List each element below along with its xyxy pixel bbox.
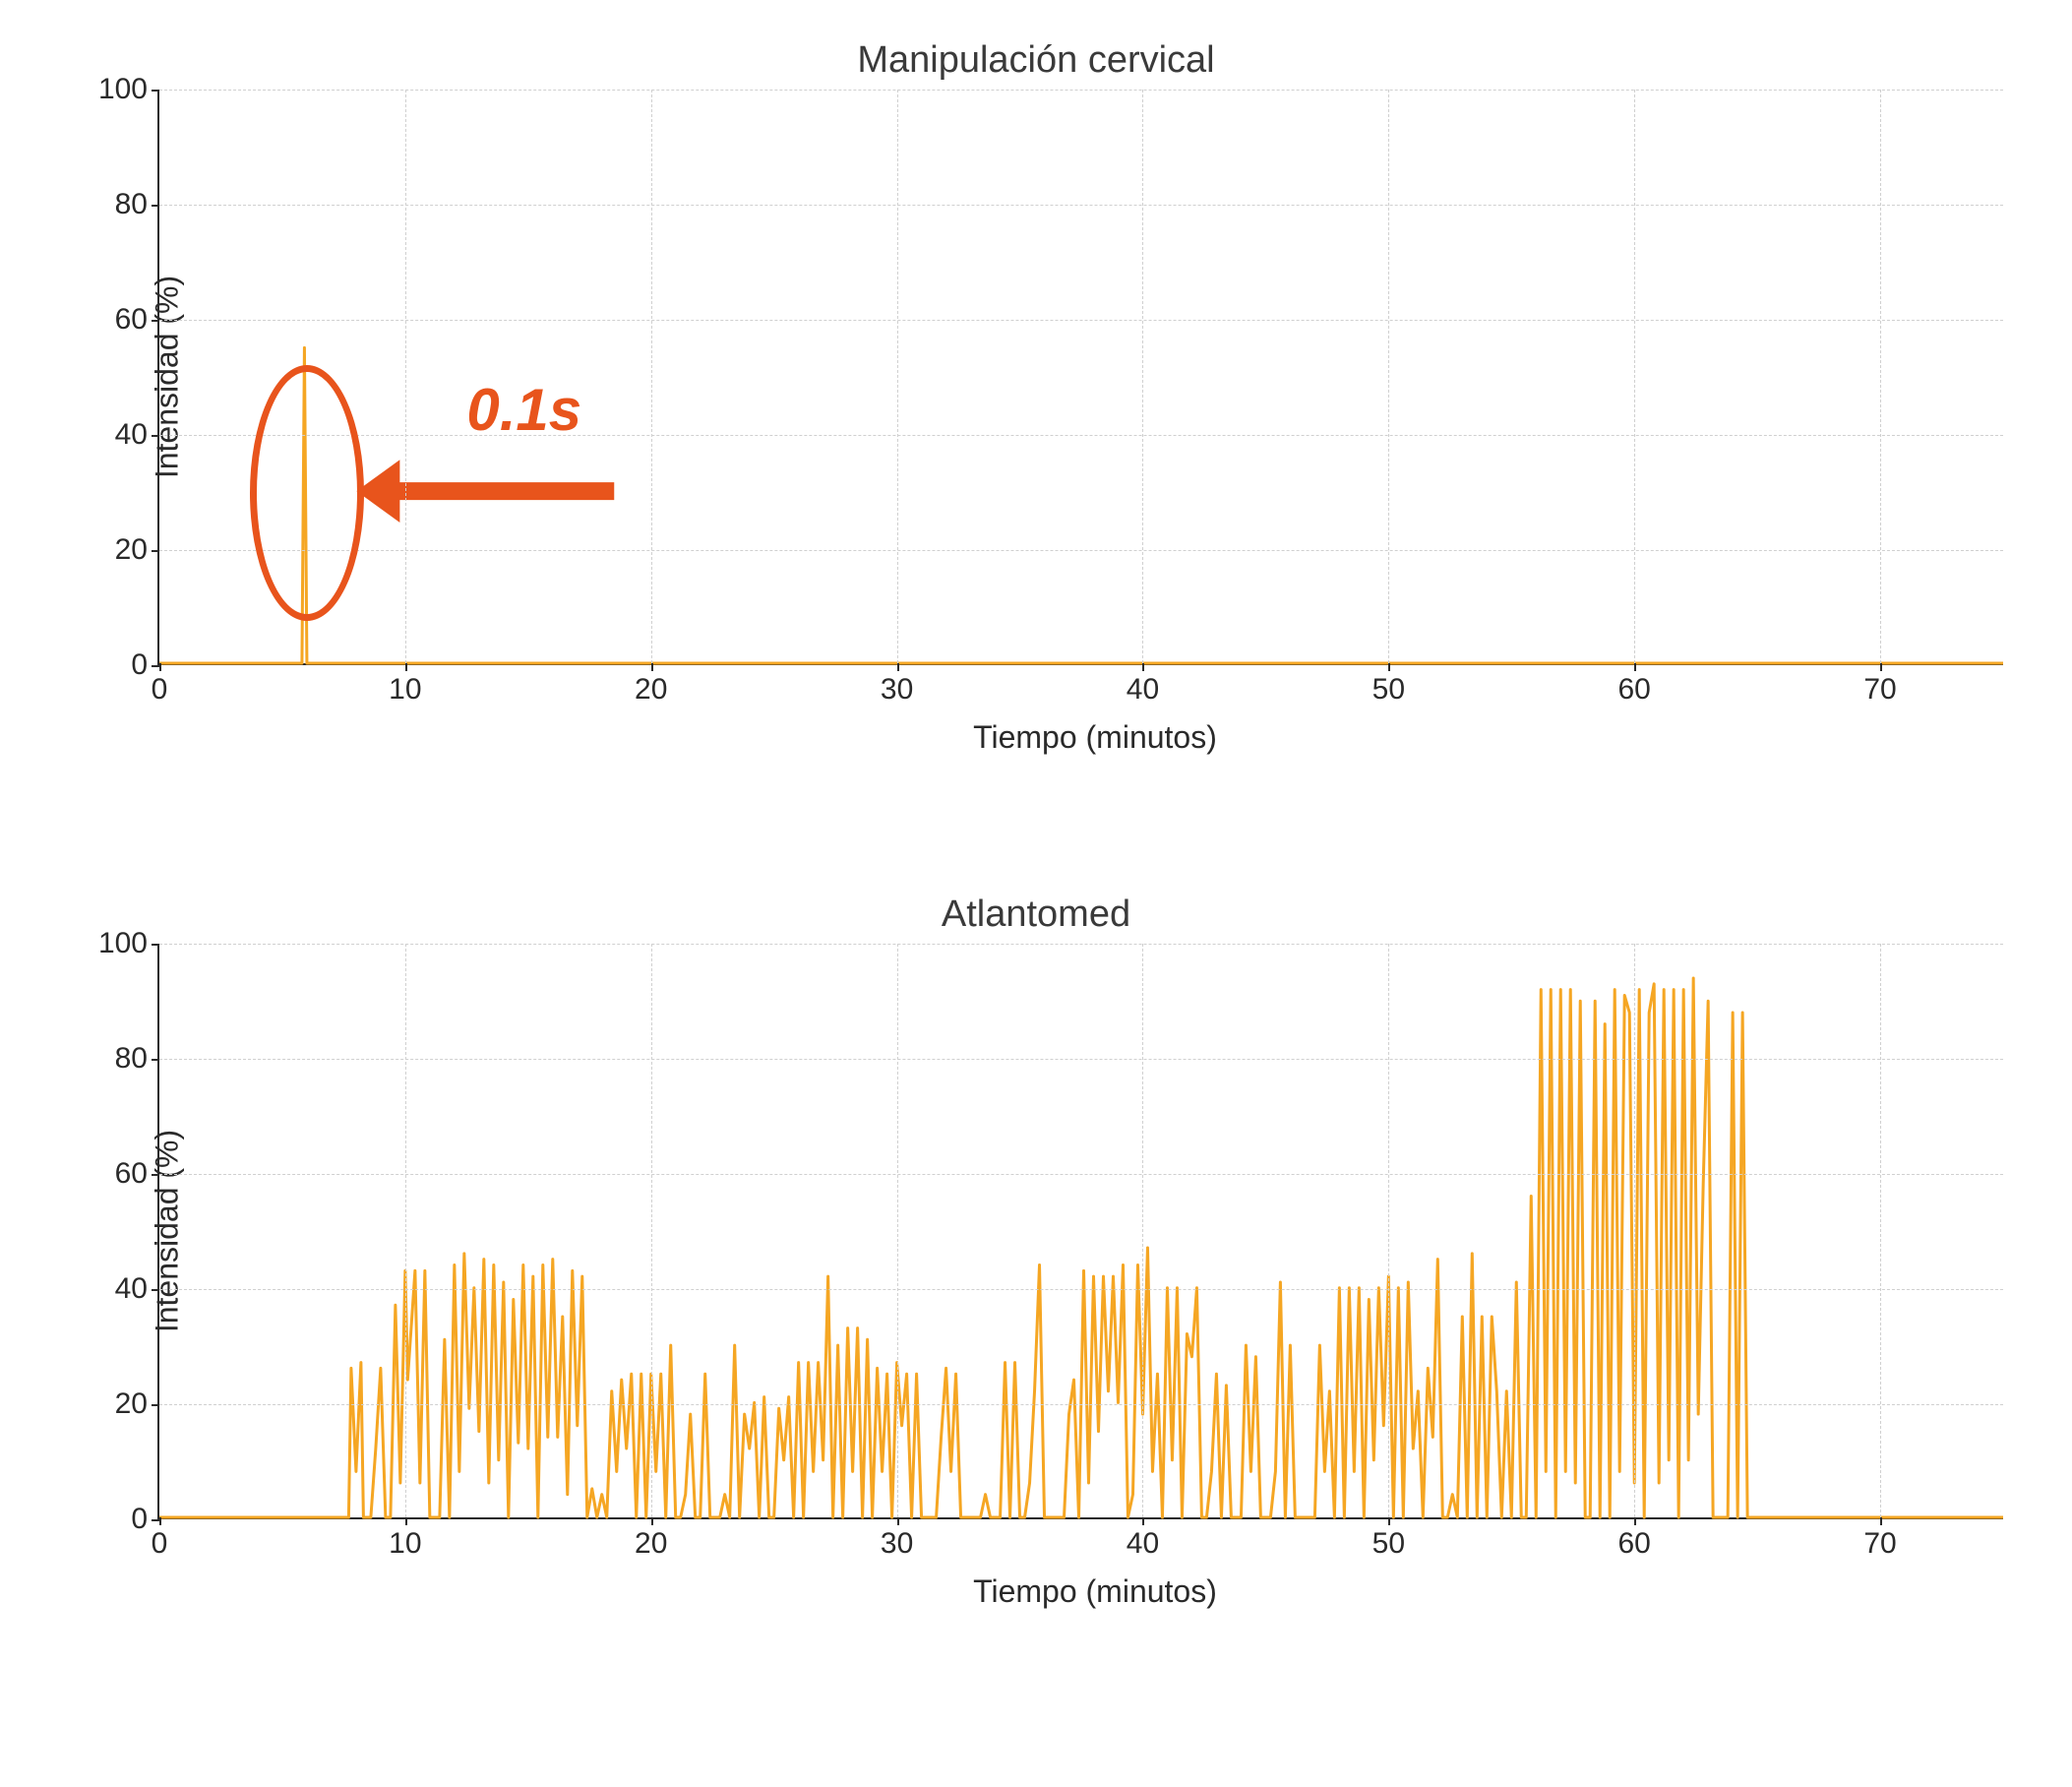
y-tick-label: 40	[115, 418, 159, 452]
grid-line-v	[1388, 90, 1389, 663]
y-tick-label: 40	[115, 1272, 159, 1306]
grid-line-v	[1634, 90, 1635, 663]
grid-line-v	[1880, 944, 1881, 1517]
y-tick-label: 20	[115, 1387, 159, 1421]
chart-top-svg	[159, 90, 2003, 663]
grid-line-v	[1388, 944, 1389, 1517]
chart-bottom-plot-area: Intensidad (%) 0204060801000102030405060…	[157, 944, 2003, 1519]
x-tick-label: 60	[1618, 663, 1651, 707]
grid-line-h	[159, 1174, 2003, 1175]
grid-line-h	[159, 435, 2003, 436]
grid-line-v	[405, 90, 406, 663]
chart-bottom-svg	[159, 944, 2003, 1517]
x-tick-label: 0	[152, 663, 168, 707]
grid-line-h	[159, 1059, 2003, 1060]
chart-top-title: Manipulación cervical	[39, 39, 2033, 82]
annotation-arrow-head	[356, 460, 399, 523]
grid-line-v	[651, 90, 652, 663]
y-tick-label: 60	[115, 1157, 159, 1191]
y-tick-label: 60	[115, 303, 159, 337]
y-tick-label: 100	[98, 73, 159, 106]
annotation-text: 0.1s	[466, 376, 581, 444]
grid-line-h	[159, 944, 2003, 945]
grid-line-v	[651, 944, 652, 1517]
chart-top-xlabel: Tiempo (minutos)	[157, 719, 2033, 756]
grid-line-h	[159, 90, 2003, 91]
x-tick-label: 70	[1863, 663, 1896, 707]
x-tick-label: 50	[1372, 663, 1405, 707]
chart-top-panel: Manipulación cervical Intensidad (%) 020…	[39, 39, 2033, 756]
chart-bottom-panel: Atlantomed Intensidad (%) 02040608010001…	[39, 894, 2033, 1610]
grid-line-v	[405, 944, 406, 1517]
grid-line-h	[159, 550, 2003, 551]
grid-line-v	[1142, 90, 1143, 663]
grid-line-h	[159, 1404, 2003, 1405]
x-tick-label: 0	[152, 1517, 168, 1561]
chart-bottom-xlabel: Tiempo (minutos)	[157, 1573, 2033, 1610]
x-tick-label: 40	[1127, 1517, 1159, 1561]
grid-line-h	[159, 1289, 2003, 1290]
charts-container: Manipulación cervical Intensidad (%) 020…	[39, 39, 2033, 1610]
x-tick-label: 30	[881, 663, 913, 707]
x-tick-label: 20	[635, 1517, 667, 1561]
grid-line-v	[1880, 90, 1881, 663]
y-tick-label: 80	[115, 188, 159, 221]
y-tick-label: 20	[115, 533, 159, 567]
x-tick-label: 20	[635, 663, 667, 707]
grid-line-h	[159, 205, 2003, 206]
x-tick-label: 60	[1618, 1517, 1651, 1561]
grid-line-v	[897, 944, 898, 1517]
chart-top-plot-area: Intensidad (%) 0204060801000102030405060…	[157, 90, 2003, 665]
grid-line-v	[1634, 944, 1635, 1517]
x-tick-label: 10	[389, 1517, 421, 1561]
x-tick-label: 70	[1863, 1517, 1896, 1561]
grid-line-h	[159, 320, 2003, 321]
x-tick-label: 10	[389, 663, 421, 707]
y-tick-label: 80	[115, 1042, 159, 1076]
x-tick-label: 30	[881, 1517, 913, 1561]
data-line	[159, 347, 2003, 663]
chart-bottom-title: Atlantomed	[39, 894, 2033, 936]
grid-line-v	[1142, 944, 1143, 1517]
y-tick-label: 100	[98, 927, 159, 960]
x-tick-label: 50	[1372, 1517, 1405, 1561]
grid-line-v	[897, 90, 898, 663]
x-tick-label: 40	[1127, 663, 1159, 707]
